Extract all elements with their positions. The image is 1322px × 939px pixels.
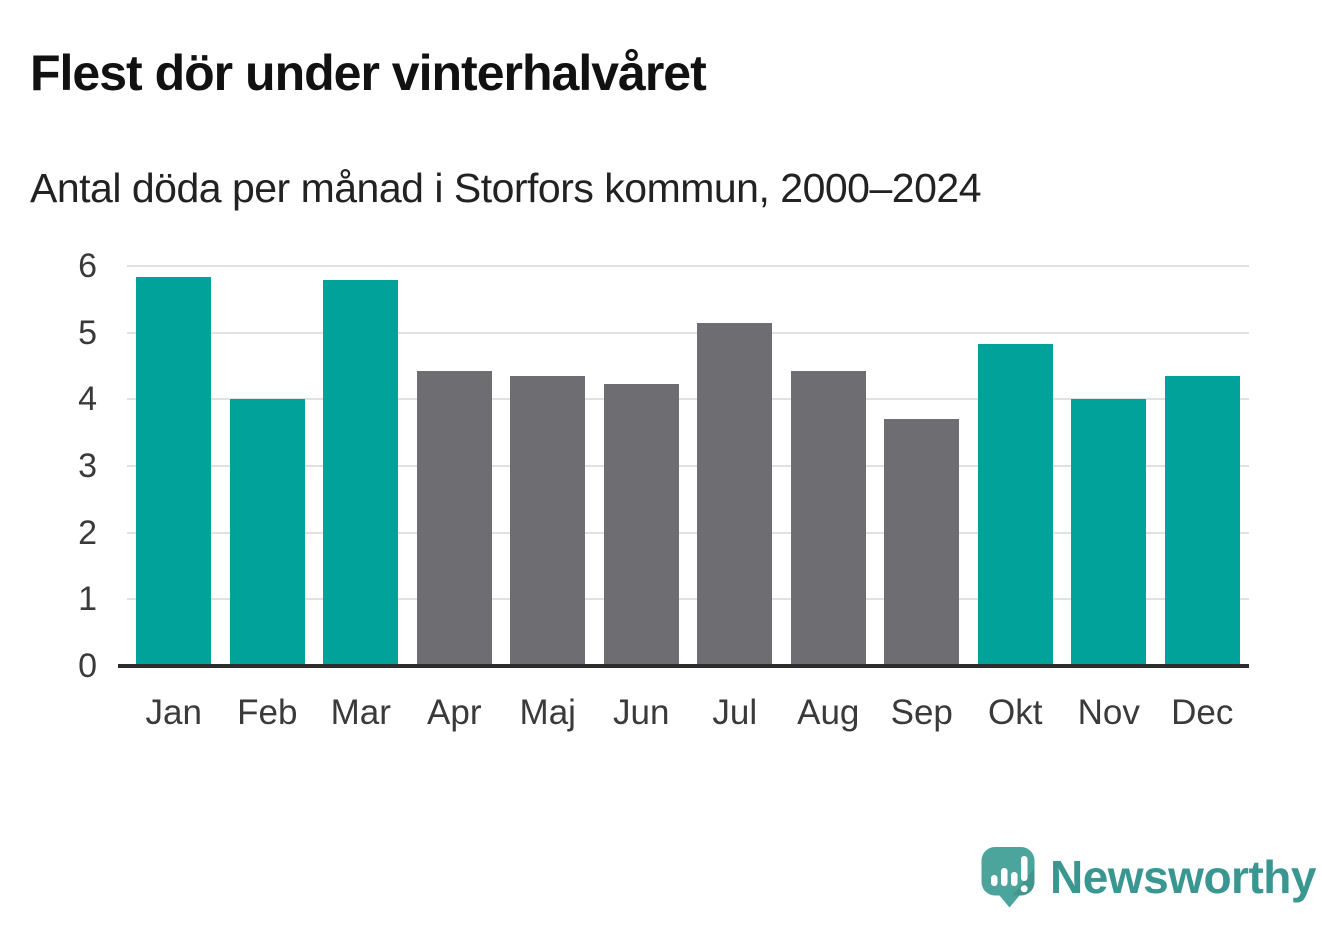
bar-jun [603, 384, 679, 666]
y-tick-label: 4 [78, 380, 97, 419]
brand-footer: Newsworthy [978, 842, 1316, 912]
logo-bar-medium [1011, 872, 1018, 886]
gridline [127, 265, 1249, 267]
chart-title: Flest dör under vinterhalvåret [30, 45, 707, 101]
x-tick-label: Jan [145, 693, 202, 732]
bar-nov [1071, 398, 1147, 666]
bar-maj [510, 376, 586, 666]
chart-subtitle: Antal döda per månad i Storfors kommun, … [30, 165, 982, 211]
gridline [127, 598, 1249, 601]
x-tick-label: Okt [988, 693, 1043, 732]
gridline [127, 531, 1249, 534]
y-tick-label: 0 [78, 647, 97, 685]
x-axis-line [118, 664, 1249, 668]
x-tick-label: Jun [613, 693, 670, 732]
x-tick-label: Jul [712, 693, 758, 732]
logo-exclamation-bar [1021, 856, 1028, 881]
bar-jan [136, 276, 212, 666]
y-tick-label: 6 [78, 247, 97, 285]
bar-okt [977, 344, 1053, 666]
bar-sep [884, 419, 960, 666]
bar-mar [323, 280, 399, 666]
plot-area [127, 266, 1249, 666]
y-tick-label: 3 [78, 447, 97, 485]
x-tick-label: Feb [237, 693, 298, 732]
bar-dec [1164, 376, 1240, 666]
x-tick-label: Mar [330, 693, 391, 732]
bar-jul [697, 323, 773, 666]
x-tick-label: Apr [427, 693, 482, 732]
gridline [127, 331, 1249, 334]
logo-exclamation-dot [1020, 885, 1028, 893]
x-tick-label: Aug [797, 693, 860, 732]
logo-bar-tall [1001, 868, 1008, 886]
newsworthy-logo-icon [981, 847, 1035, 908]
y-tick-label: 1 [78, 580, 97, 619]
x-tick-label: Dec [1171, 693, 1234, 732]
y-tick-label: 2 [78, 513, 97, 552]
x-tick-label: Sep [890, 693, 953, 732]
brand-name: Newsworthy [1050, 851, 1316, 903]
bar-apr [416, 370, 492, 666]
y-tick-label: 5 [78, 313, 97, 352]
x-tick-label: Maj [519, 693, 576, 732]
bar-feb [229, 399, 305, 666]
logo-bar-small [991, 875, 998, 886]
x-tick-label: Nov [1077, 693, 1140, 732]
bar-aug [790, 371, 866, 666]
gridline [127, 465, 1249, 467]
gridline [127, 398, 1249, 401]
